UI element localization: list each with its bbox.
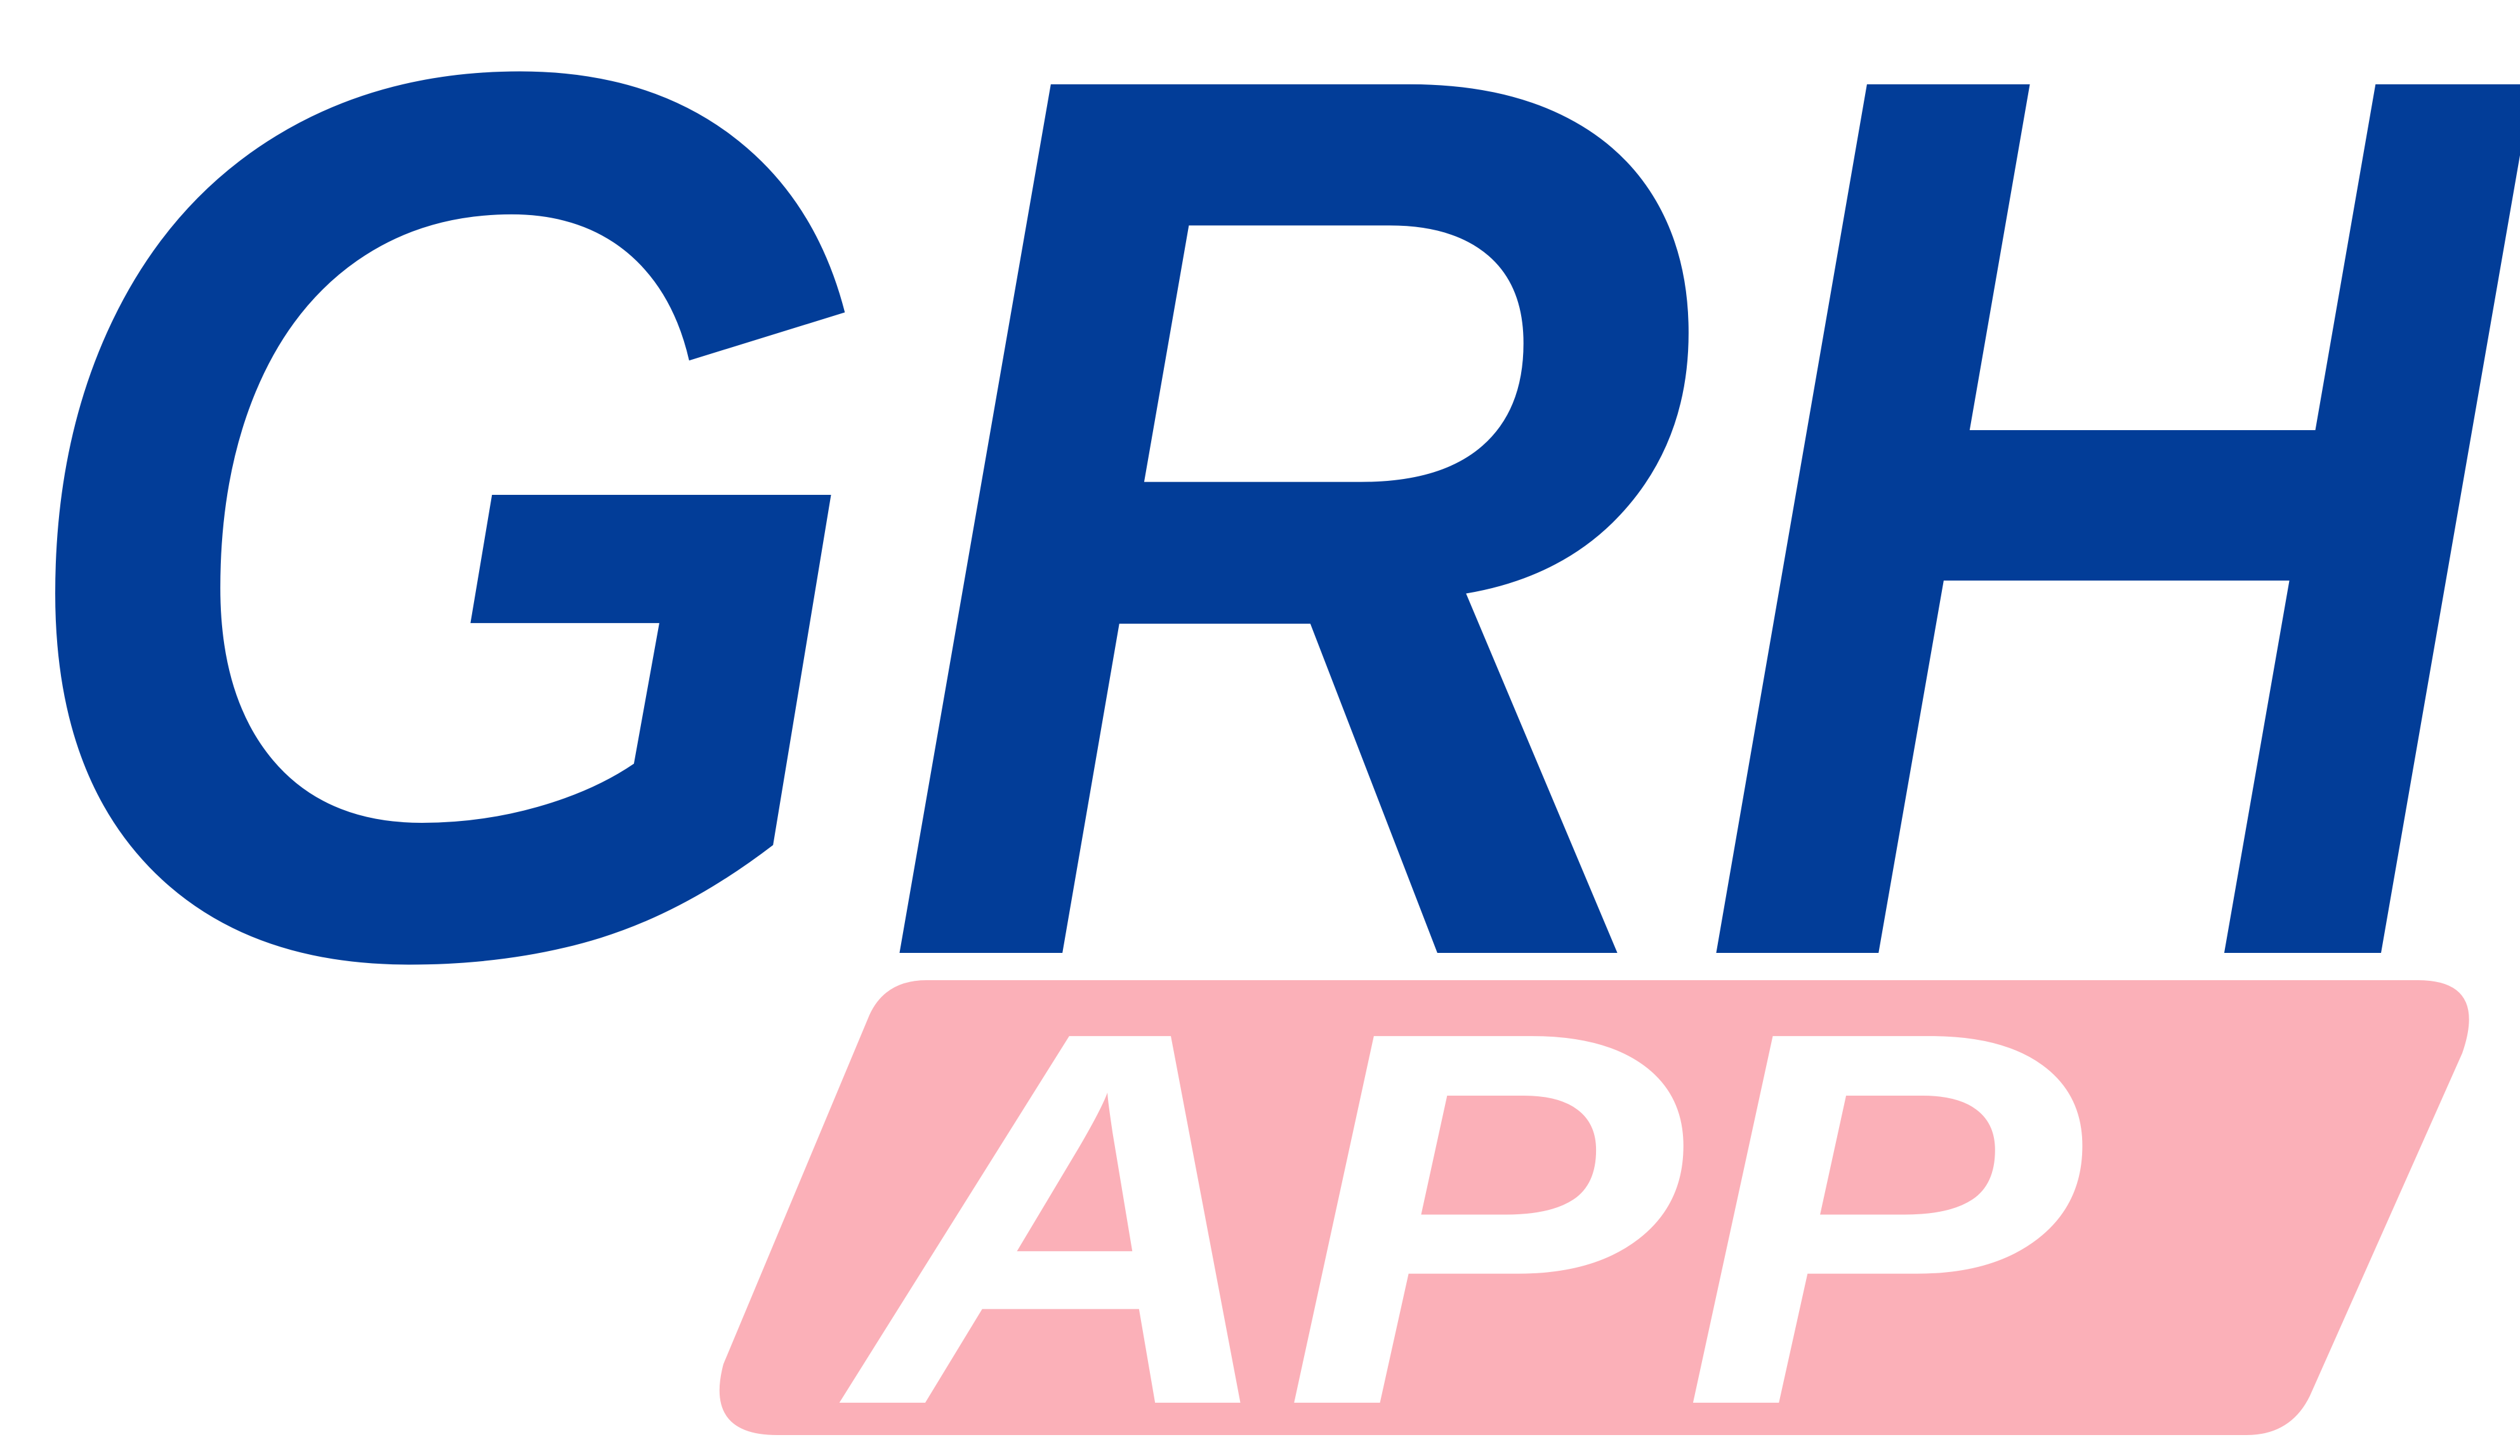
badge-background (719, 980, 2469, 1435)
badge-text: APP (833, 921, 2085, 1456)
